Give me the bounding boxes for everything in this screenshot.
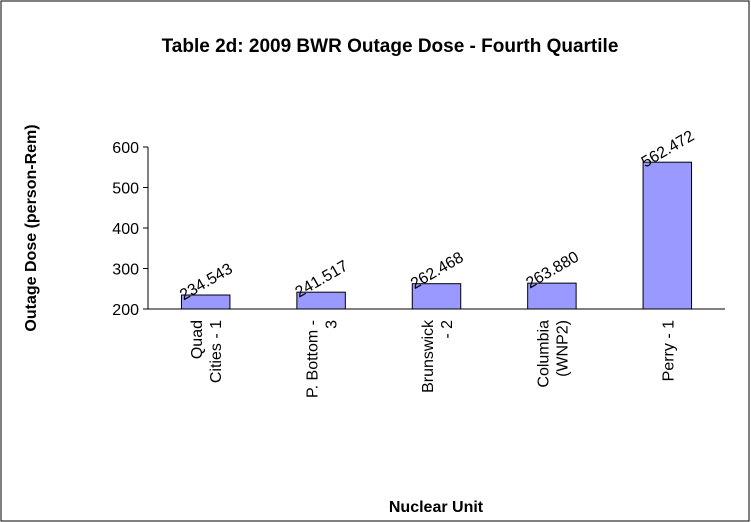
x-tick-label: P. Bottom -3 bbox=[305, 320, 341, 398]
bar bbox=[642, 161, 693, 310]
y-axis-label: Outage Dose (person-Rem) bbox=[23, 124, 40, 331]
bar bbox=[527, 282, 577, 310]
y-tick-label: 500 bbox=[112, 181, 139, 198]
chart-title: Table 2d: 2009 BWR Outage Dose - Fourth … bbox=[162, 36, 619, 57]
x-tick-label: Quad Cities - 1 bbox=[189, 320, 225, 383]
bar bbox=[296, 291, 346, 310]
bar bbox=[180, 294, 231, 310]
bar bbox=[411, 283, 462, 310]
x-tick-label: Perry - 1 bbox=[660, 320, 677, 381]
x-tick-label: Columbia (WNP2) bbox=[535, 320, 571, 388]
y-tick-label: 200 bbox=[112, 302, 139, 319]
y-tick-label: 300 bbox=[112, 262, 139, 279]
x-tick-label: Brunswick - 2 bbox=[420, 319, 456, 393]
x-axis-label: Nuclear Unit bbox=[389, 499, 484, 516]
y-tick-label: 400 bbox=[112, 221, 139, 238]
y-tick-label: 600 bbox=[112, 140, 139, 157]
